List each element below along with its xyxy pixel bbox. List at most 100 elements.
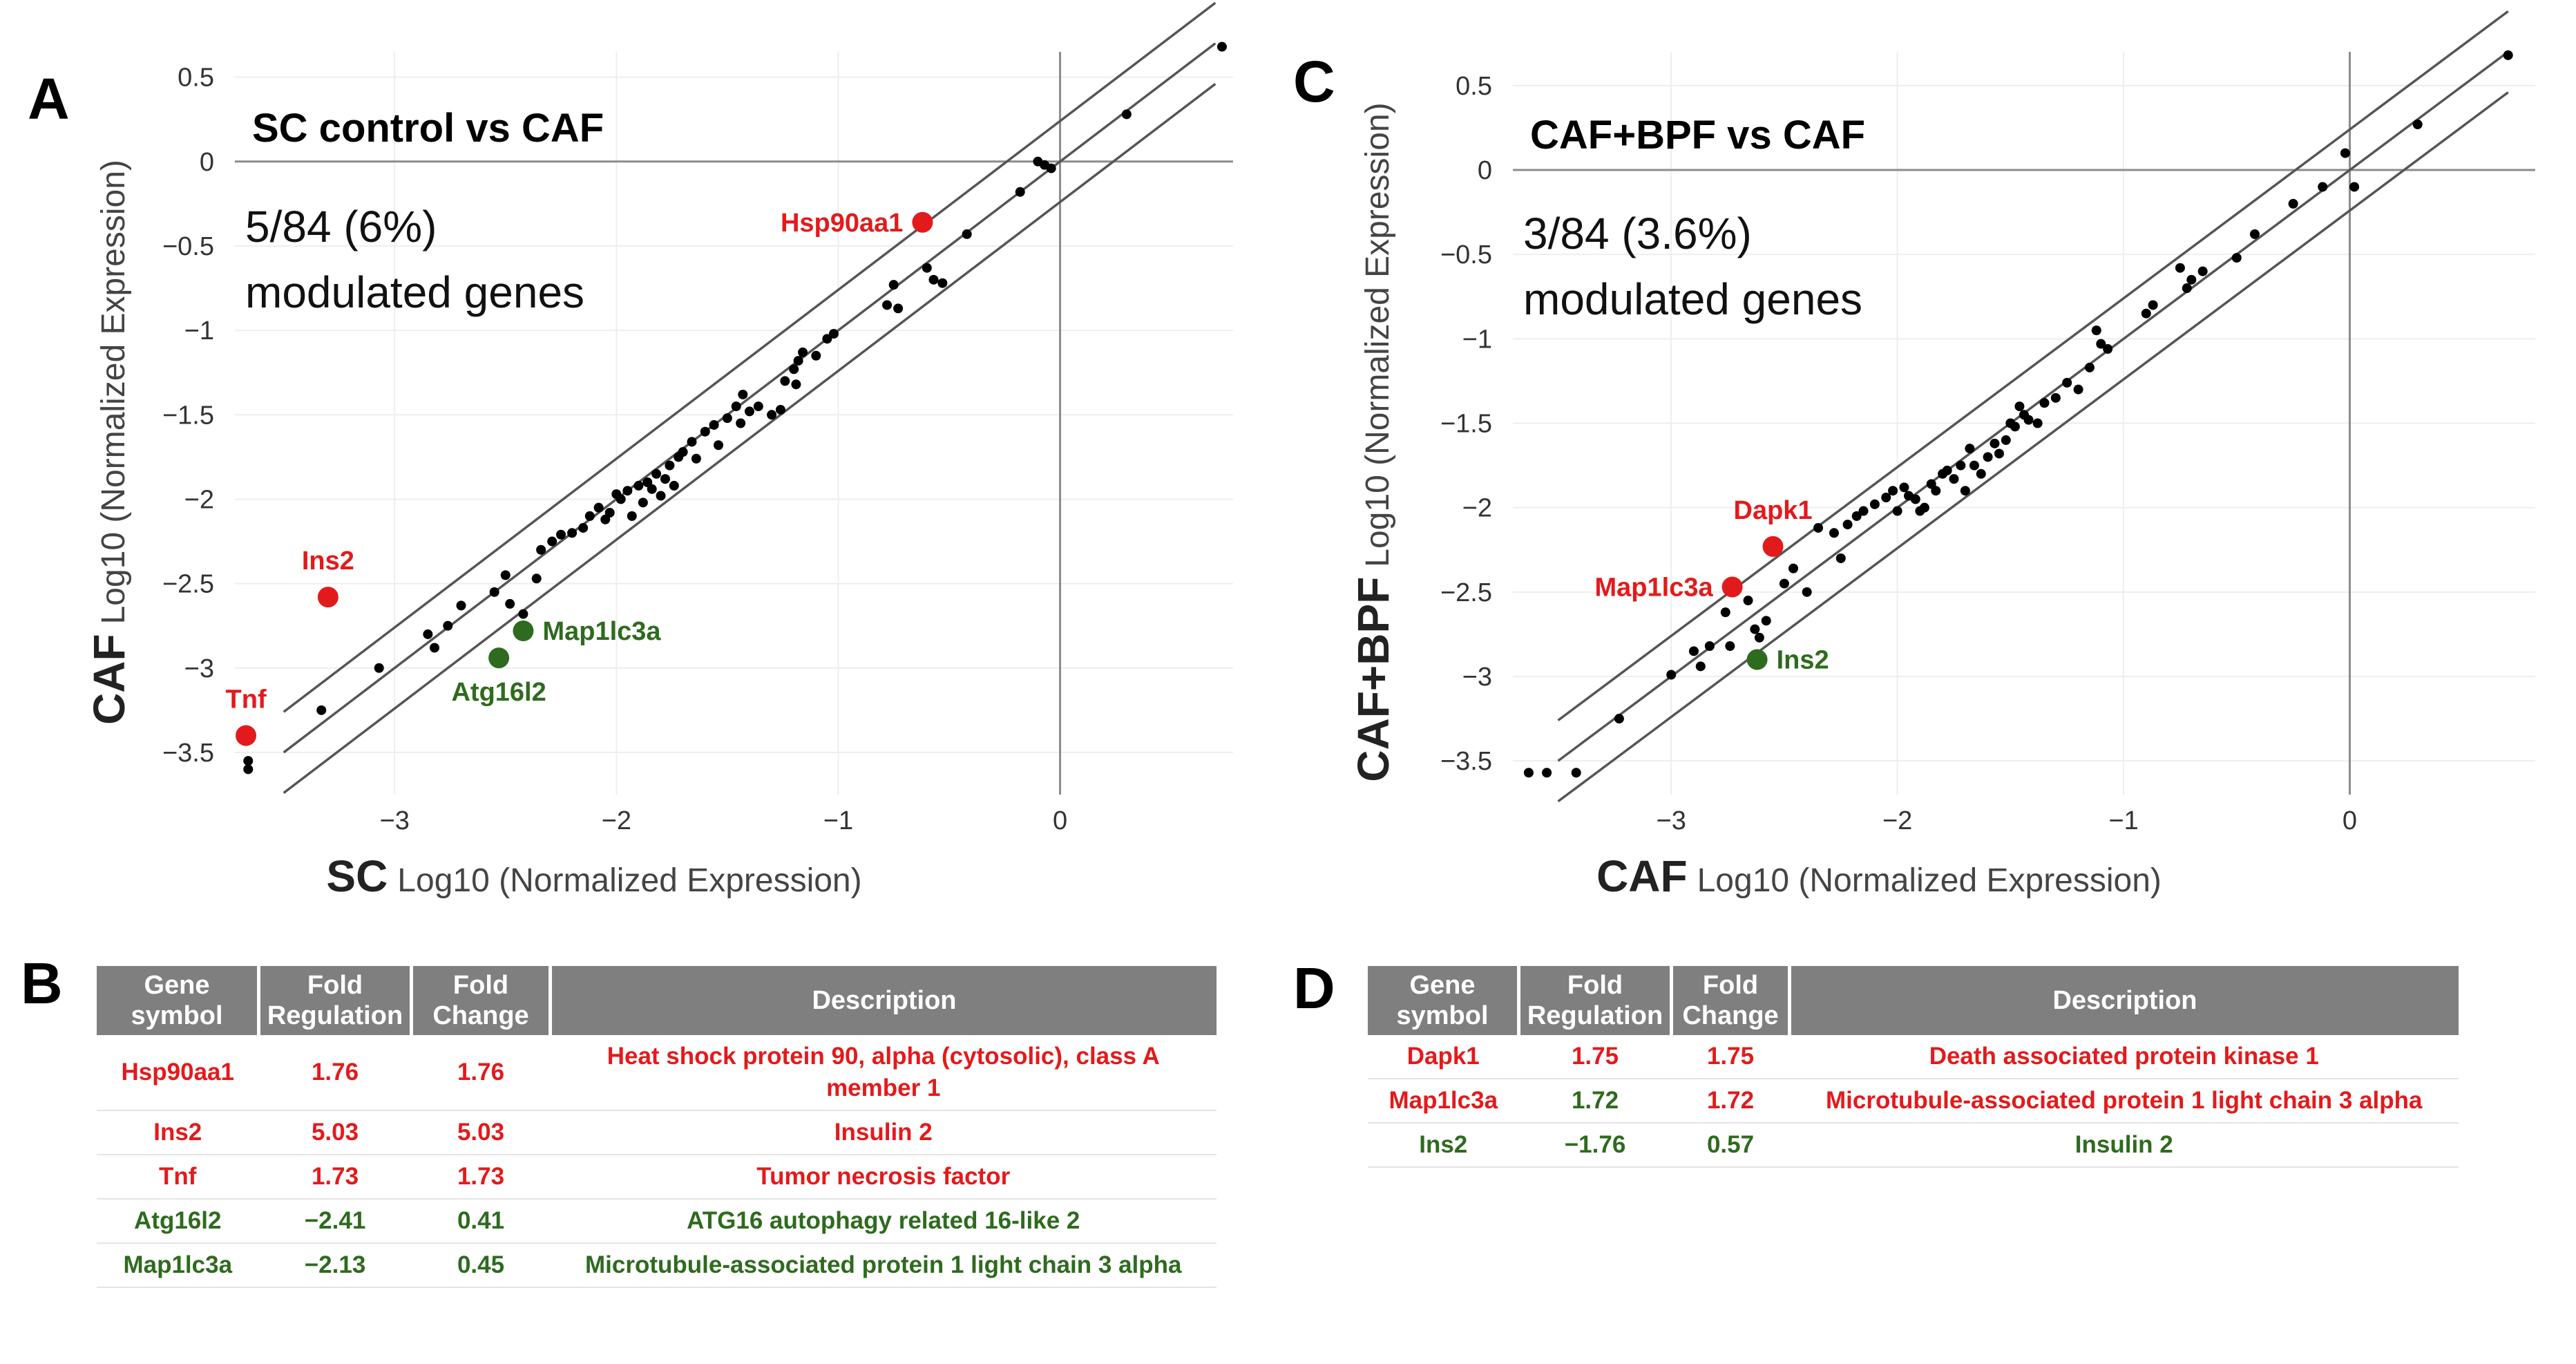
description-cell: ATG16 autophagy related 16-like 2 [550, 1199, 1217, 1244]
description-line: Tumor necrosis factor [756, 1163, 1011, 1190]
description-cell: Tumor necrosis factor [550, 1155, 1217, 1200]
data-point [505, 598, 515, 609]
col-header-regulation: Fold Regulation [258, 966, 413, 1035]
header-line: Fold [1567, 971, 1623, 1000]
data-point [638, 498, 648, 508]
data-point [1750, 624, 1760, 634]
data-point [2023, 415, 2034, 425]
col-header-change: Fold Change [411, 966, 552, 1035]
header-line: Fold [1702, 971, 1759, 1000]
x-tick-label: 0 [2343, 806, 2357, 835]
x-axis-label-text: Log10 (Normalized Expression) [1697, 862, 2162, 899]
data-point [1976, 468, 1986, 479]
y-tick-label: 0 [200, 148, 214, 177]
table-header-row: Gene symbol Fold Regulation Fold Change Des… [97, 966, 1217, 1035]
data-point [1931, 486, 1941, 496]
y-tick-label: 0.5 [178, 64, 214, 93]
reference-line-equality [1557, 50, 2509, 762]
data-point [2175, 263, 2185, 273]
highlight-point-tnf [236, 725, 257, 746]
data-point [578, 522, 589, 533]
data-point [1829, 528, 1839, 538]
data-point [2001, 435, 2011, 445]
y-axis-label-bold: CAF+BPF [1348, 577, 1398, 782]
header-line: Change [1682, 1001, 1779, 1030]
y-tick-label: −3 [1462, 663, 1492, 692]
data-point [1983, 452, 1993, 462]
x-axis-label: SC Log10 (Normalized Expression) [326, 851, 861, 901]
data-point [722, 413, 732, 424]
x-tick-label: −3 [380, 806, 410, 835]
scatter-chart-c: −3 −2 −1 0 0.5 0 −0.5 −1 −1.5 −2 −2.5 −3 −3.5 Dapk1 Ma… [1348, 10, 2535, 901]
highlight-point-map1lc3a [1721, 576, 1743, 598]
fold-regulation-cell: −2.41 [258, 1199, 412, 1244]
modulated-count: 3/84 (3.6%) [1523, 209, 1752, 258]
chart-title: SC control vs CAF [252, 106, 604, 151]
y-tick-label: −3.5 [162, 739, 214, 768]
data-point [567, 528, 578, 538]
data-point [780, 376, 790, 386]
data-point [2096, 339, 2106, 349]
modulated-caption: modulated genes [245, 267, 584, 317]
data-point [1761, 616, 1771, 626]
col-header-change: Fold Change [1671, 966, 1791, 1035]
data-point [829, 329, 839, 339]
gene-symbol-cell: Atg16l2 [97, 1199, 259, 1244]
data-point [651, 468, 662, 479]
data-point [556, 529, 566, 540]
table-row: Tnf 1.73 1.73 Tumor necrosis factor [97, 1155, 1217, 1200]
data-point [647, 484, 657, 494]
data-point [731, 401, 741, 412]
x-axis-label-bold: CAF [1596, 851, 1688, 901]
data-point [374, 663, 384, 673]
reference-line-equality [283, 42, 1217, 754]
y-tick-label: −1 [184, 316, 214, 345]
data-point [1858, 506, 1869, 516]
y-tick-label: −1.5 [162, 401, 214, 430]
data-point [1942, 465, 1952, 475]
data-point [1779, 578, 1789, 589]
fold-regulation-cell: 1.73 [258, 1155, 412, 1200]
table-row: Ins2 −1.76 0.57 Insulin 2 [1368, 1123, 2459, 1168]
modulated-caption: modulated genes [1523, 274, 1862, 324]
data-point [962, 229, 972, 239]
description-line: Death associated protein kinase 1 [1929, 1043, 2319, 1070]
y-axis-label-text: Log10 (Normalized Expression) [1359, 102, 1396, 567]
data-point [1046, 163, 1056, 173]
fold-change-cell: 1.76 [411, 1035, 551, 1111]
data-point [2148, 300, 2158, 310]
y-axis-label: CAF Log10 (Normalized Expression) [84, 160, 134, 725]
data-point [1542, 768, 1552, 778]
data-point [1523, 768, 1534, 778]
data-point [604, 507, 615, 518]
fold-regulation-cell: 1.75 [1518, 1035, 1672, 1079]
highlight-point-map1lc3a [513, 621, 534, 642]
reference-line-upper-threshold [1557, 10, 2509, 721]
table-row: Dapk1 1.75 1.75 Death associated protein ki… [1368, 1035, 2459, 1079]
table-row: Map1lc3a 1.72 1.72 Microtubule-associated p… [1368, 1079, 2459, 1124]
data-point [243, 764, 254, 775]
description-cell: Insulin 2 [550, 1110, 1217, 1155]
data-point [430, 643, 439, 653]
data-point [744, 406, 754, 417]
data-point [584, 511, 595, 521]
header-line: Gene [144, 971, 210, 1000]
data-point [2503, 50, 2513, 60]
data-point [922, 263, 932, 273]
description-line: Microtubule-associated protein 1 light c… [585, 1251, 1182, 1278]
y-tick-label: −2 [184, 485, 214, 514]
x-tick-label: 0 [1053, 806, 1067, 835]
data-point [2103, 344, 2113, 354]
gene-symbol-cell: Tnf [97, 1155, 259, 1200]
fold-regulation-cell: 5.03 [258, 1110, 412, 1155]
y-axis-label-bold: CAF [84, 634, 134, 725]
data-point [1802, 587, 1812, 597]
y-tick-label: −2 [1462, 494, 1492, 523]
panel-letter-d: D [1293, 956, 1335, 1021]
data-point [789, 364, 799, 375]
data-point [1720, 607, 1730, 618]
data-point [423, 629, 433, 639]
description-cell: Microtubule-associated protein 1 light c… [1789, 1079, 2459, 1124]
data-point [665, 460, 675, 471]
highlight-point-ins2 [1746, 649, 1768, 670]
